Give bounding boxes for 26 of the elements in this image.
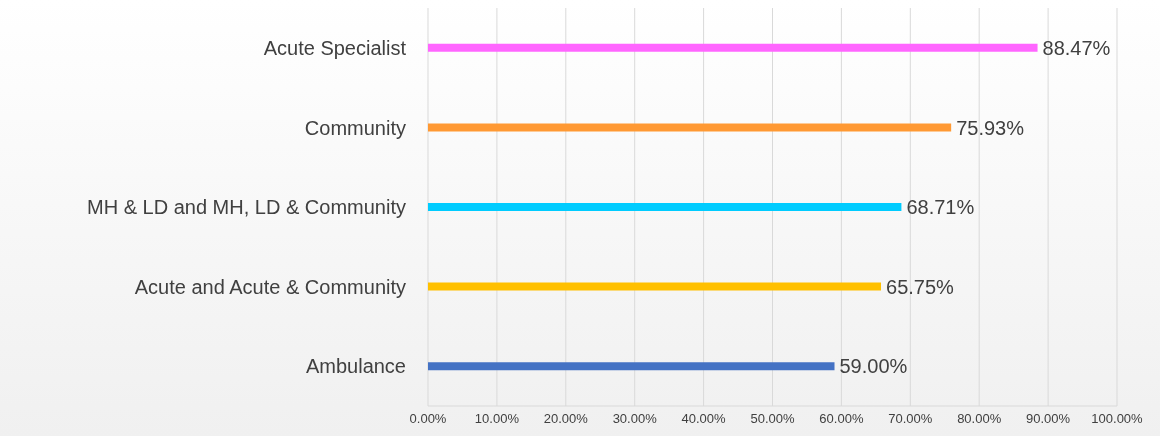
bar: [428, 362, 835, 371]
x-tick-label: 40.00%: [681, 411, 727, 427]
data-label: 65.75%: [886, 275, 955, 298]
data-label: 59.00%: [839, 355, 908, 378]
bar: [428, 282, 882, 291]
x-tick-label: 100.00%: [1091, 411, 1144, 427]
x-tick-label: 60.00%: [819, 411, 864, 427]
data-label: 75.93%: [956, 116, 1025, 139]
y-tick-label: Acute Specialist: [263, 36, 407, 59]
y-tick-label: Ambulance: [305, 355, 406, 378]
y-tick-label: Community: [304, 116, 406, 139]
x-tick-label: 80.00%: [957, 411, 1002, 427]
bar: [428, 203, 902, 212]
y-tick-label: Acute and Acute & Community: [134, 275, 406, 298]
bar: [428, 123, 952, 132]
x-tick-label: 70.00%: [888, 411, 933, 427]
x-tick-label: 10.00%: [474, 411, 520, 427]
y-tick-label: MH & LD and MH, LD & Community: [87, 196, 406, 219]
x-tick-label: 20.00%: [543, 411, 589, 427]
x-tick-label: 0.00%: [409, 411, 447, 427]
x-tick-label: 30.00%: [612, 411, 658, 427]
x-tick-label: 90.00%: [1026, 411, 1071, 427]
data-label: 88.47%: [1042, 36, 1111, 59]
bar: [428, 43, 1038, 52]
data-label: 68.71%: [906, 196, 975, 219]
x-tick-label: 50.00%: [750, 411, 795, 427]
